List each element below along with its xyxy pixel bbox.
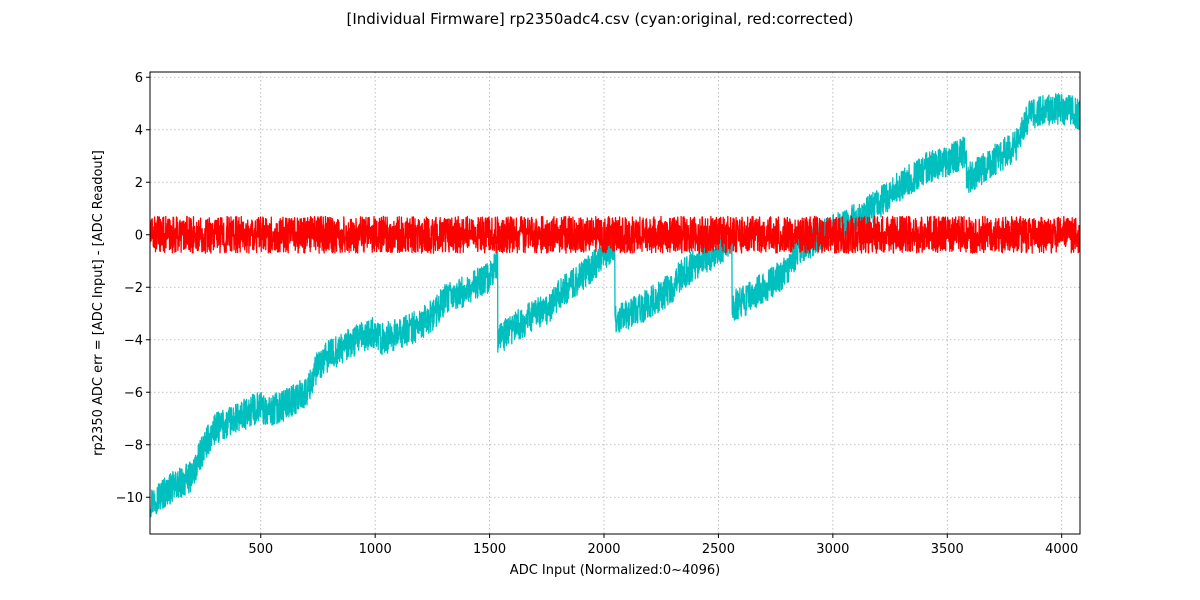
grid (150, 72, 1080, 534)
y-axis-label: rp2350 ADC err = [ADC Input] - [ADC Read… (91, 150, 106, 456)
y-tick-label: −2 (124, 281, 143, 296)
y-tick-label: −10 (116, 491, 143, 506)
chart-title: [Individual Firmware] rp2350adc4.csv (cy… (347, 10, 854, 28)
x-axis-label: ADC Input (Normalized:0~4096) (510, 563, 720, 578)
x-tick-label: 1500 (473, 542, 506, 557)
series-layer (150, 93, 1080, 518)
plot-frame (149, 71, 1081, 535)
x-tick-label: 500 (248, 542, 273, 557)
y-tick-label: −8 (124, 438, 143, 453)
series-line-original (150, 93, 1080, 518)
x-tick-label: 2500 (702, 542, 735, 557)
y-tick-label: 6 (135, 71, 143, 86)
x-tick-label: 3500 (931, 542, 964, 557)
x-tick-label: 1000 (359, 542, 392, 557)
y-tick-label: −6 (124, 386, 143, 401)
y-tick-label: 2 (135, 176, 143, 191)
y-tick-label: −4 (124, 333, 143, 348)
y-tick-label: 4 (135, 123, 143, 138)
series-line-corrected (150, 215, 1080, 254)
y-tick-label: 0 (135, 228, 143, 243)
x-tick-label: 2000 (587, 542, 620, 557)
x-tick-label: 4000 (1045, 542, 1078, 557)
x-tick-label: 3000 (816, 542, 849, 557)
ticks: 500 1000 1500 2000 2500 3000 3500 4000 −10 −8 −6 −4… (116, 71, 1079, 557)
